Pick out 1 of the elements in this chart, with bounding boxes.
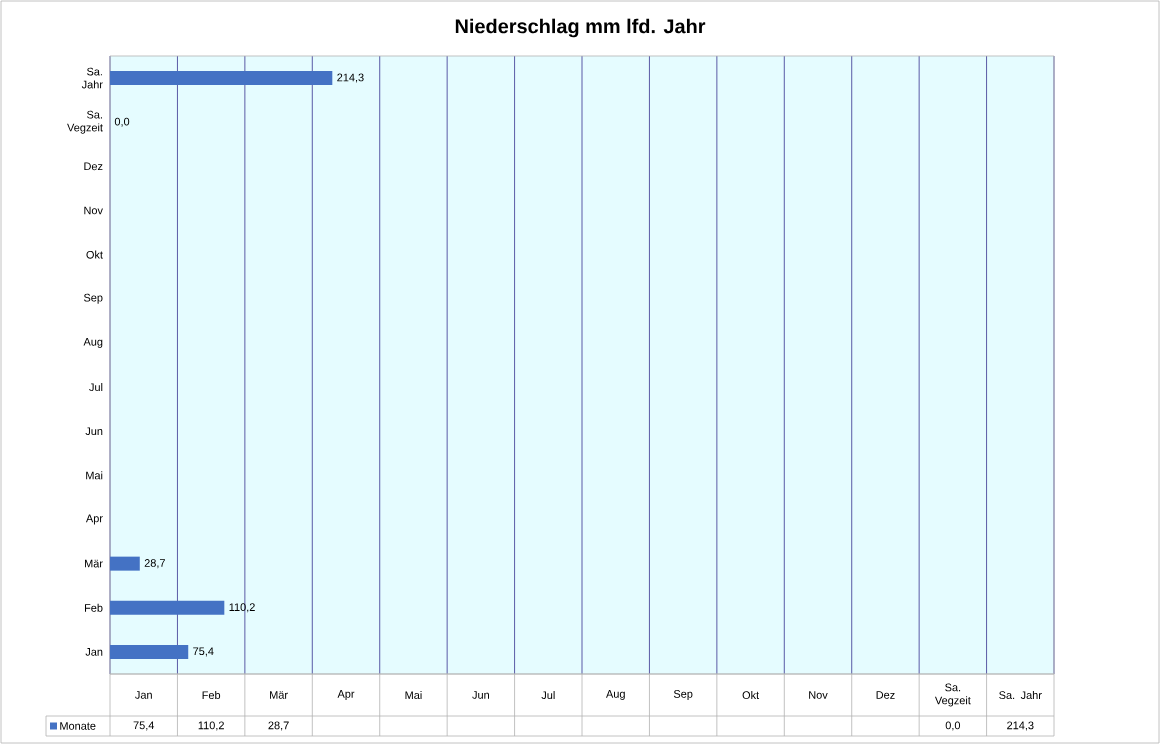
chart-title: Niederschlag mm lfd. Jahr — [455, 18, 706, 38]
